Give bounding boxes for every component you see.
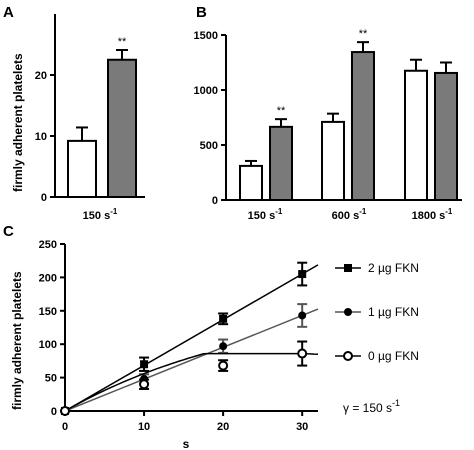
panel-a-y-tick-label-0: 0 (41, 192, 47, 204)
panel-b-category-label-0: 150 s-1 (248, 207, 283, 222)
panel-c-x-axis-label: s (183, 437, 190, 450)
panel-b-bar-0-1 (269, 125, 293, 201)
panel-c-point-2-1 (139, 379, 150, 390)
panel-b-letter: B (196, 4, 207, 21)
panel-c-annotation-text: γ = 150 s (343, 401, 392, 415)
panel-c-legend: 2 µg FKN 1 µg FKN 0 µg FKN (335, 261, 419, 363)
panel-b-significance-label: ** (359, 28, 368, 40)
panel-c-y-tick-label-2: 100 (39, 339, 57, 351)
panel-c-point-0-3 (298, 270, 307, 279)
legend-label-2: 0 µg FKN (368, 349, 419, 363)
panel-c-fit-line-0 (64, 264, 319, 412)
panel-c-fit-line-1 (64, 308, 319, 412)
legend-marker-0 (344, 264, 352, 272)
panel-a-bar-0-1 (107, 58, 137, 198)
panel-a-y-ticks: 0 10 20 (35, 70, 55, 204)
panel-b-bar-1-1 (351, 51, 375, 201)
panel-c-x-tick-label-1: 10 (138, 421, 150, 433)
panel-b-category-label-2: 1800 s-1 (412, 207, 453, 222)
panel-c-point-1-2 (219, 342, 228, 351)
panel-c-point-1-3 (298, 311, 307, 320)
panel-b-category-label-1: 600 s-1 (332, 207, 367, 222)
panel-c-point-2-2 (218, 360, 229, 371)
panel-c-point-2-3 (297, 348, 308, 359)
panel-c-y-ticks: 0 50 100 150 200 250 (39, 239, 65, 418)
panel-c-point-0-2 (219, 314, 228, 323)
panel-a-y-tick-label-2: 20 (35, 70, 47, 82)
panel-b-bar-0-0 (239, 164, 263, 201)
legend-label-1: 1 µg FKN (368, 305, 419, 319)
panel-a-letter: A (3, 4, 14, 21)
panel-a-bar-0-0 (67, 139, 97, 199)
panel-c-y-tick-label-4: 200 (39, 272, 57, 284)
panel-c-y-tick-label-5: 250 (39, 239, 57, 251)
panel-b-bar-2-1 (434, 71, 458, 201)
panel-a-category-label-0: 150 s-1 (83, 207, 118, 222)
panel-b-y-tick-label-0: 0 (212, 195, 218, 207)
panel-c-point-2-0 (60, 406, 70, 416)
panel-a-y-axis-label: firmly adherent platelets (11, 53, 25, 192)
panel-c-y-tick-label-0: 0 (51, 406, 57, 418)
panel-b-y-tick-label-2: 1000 (194, 85, 218, 97)
panel-c-y-tick-label-3: 150 (39, 306, 57, 318)
panel-b-y-ticks: 0 500 1000 1500 (194, 30, 226, 207)
panel-b-bar-1-0 (321, 120, 345, 201)
panel-c-fit-line-2 (64, 352, 319, 412)
panel-b-bars: ** ** (239, 28, 458, 201)
legend-marker-2 (343, 351, 353, 361)
panel-b-y-tick-label-3: 1500 (194, 30, 218, 42)
panel-c-y-axis-label: firmly adherent platelets (10, 271, 24, 410)
panel-c-x-tick-label-0: 0 (62, 421, 68, 433)
panel-b-significance-label: ** (277, 105, 286, 117)
panel-c-letter: C (3, 223, 14, 240)
panel-c-shear-rate-annotation: γ = 150 s-1 (343, 398, 400, 415)
panel-c: C firmly adherent platelets s 0501001502… (3, 223, 419, 450)
panel-c-point-0-1 (140, 360, 149, 369)
panel-b-bar-2-0 (404, 69, 428, 201)
panel-c-x-tick-label-3: 30 (296, 421, 308, 433)
panel-a-bars: ** (67, 36, 137, 199)
panel-c-y-tick-label-1: 50 (45, 373, 57, 385)
legend-marker-1 (344, 308, 352, 316)
panel-c-lines (60, 261, 319, 416)
panel-b-y-tick-label-1: 500 (200, 140, 218, 152)
panel-a: A firmly adherent platelets 0 10 20 ** 150… (3, 4, 145, 222)
panel-b: B 0 500 1000 1500 ** ** 150 s-1 600 s-1 1800… (194, 4, 462, 222)
panel-a-y-tick-label-1: 10 (35, 131, 47, 143)
panel-c-x-ticks: 0 10 20 30 (62, 411, 308, 433)
legend-label-0: 2 µg FKN (368, 261, 419, 275)
panel-c-x-tick-label-2: 20 (217, 421, 229, 433)
panel-a-significance-label: ** (118, 36, 127, 48)
